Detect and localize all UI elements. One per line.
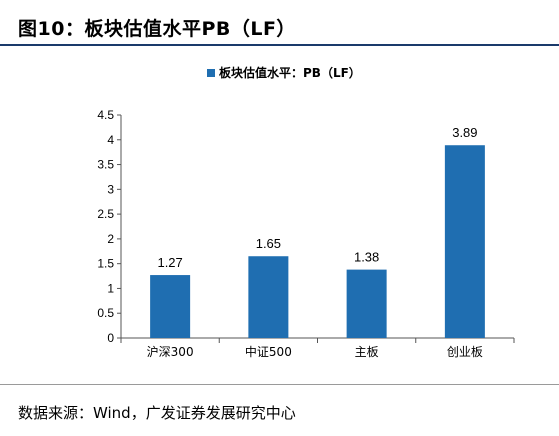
x-category-label: 主板 [355, 345, 379, 359]
x-category-label: 中证500 [245, 344, 292, 359]
x-category-label: 沪深300 [147, 345, 194, 359]
bar [444, 145, 485, 338]
source-rule [0, 384, 559, 385]
chart-data-labels: 1.27 1.65 1.38 3.89 [157, 125, 477, 270]
y-tick-label: 2.5 [97, 207, 114, 221]
y-tick-label: 2 [107, 232, 114, 246]
data-label: 3.89 [452, 125, 477, 140]
y-tick-label: 3 [107, 182, 114, 196]
data-label: 1.65 [256, 236, 281, 251]
chart-legend: 板块估值水平：PB（LF） [207, 65, 361, 80]
y-tick-label: 1.5 [97, 257, 114, 271]
title-rule [0, 44, 559, 46]
y-tick-label: 4.5 [97, 108, 114, 122]
data-label: 1.38 [354, 250, 379, 265]
source-note: 数据来源：Wind，广发证券发展研究中心 [18, 404, 296, 422]
bar [346, 269, 387, 338]
chart-axes: 0 0.5 1 1.5 2 2.5 3 3.5 4 4.5 沪深300 中证500 主板 创业板 [97, 108, 515, 359]
data-label: 1.27 [157, 255, 182, 270]
y-tick-label: 4 [107, 133, 114, 147]
legend-swatch [207, 69, 215, 77]
bar [248, 256, 289, 338]
y-tick-label: 0 [107, 331, 114, 345]
x-category-label: 创业板 [447, 345, 483, 359]
legend-label: 板块估值水平：PB（LF） [219, 65, 361, 80]
pb-bar-chart: 板块估值水平：PB（LF） 0 0.5 1 1.5 2 2.5 3 3.5 4 4.5 沪深300 中… [97, 65, 515, 359]
y-tick-label: 0.5 [97, 306, 114, 320]
bar [150, 275, 191, 338]
y-tick-label: 1 [107, 281, 114, 295]
chart-bars [150, 145, 485, 338]
figure-title: 图10：板块估值水平PB（LF） [18, 18, 296, 40]
y-tick-label: 3.5 [97, 158, 114, 172]
